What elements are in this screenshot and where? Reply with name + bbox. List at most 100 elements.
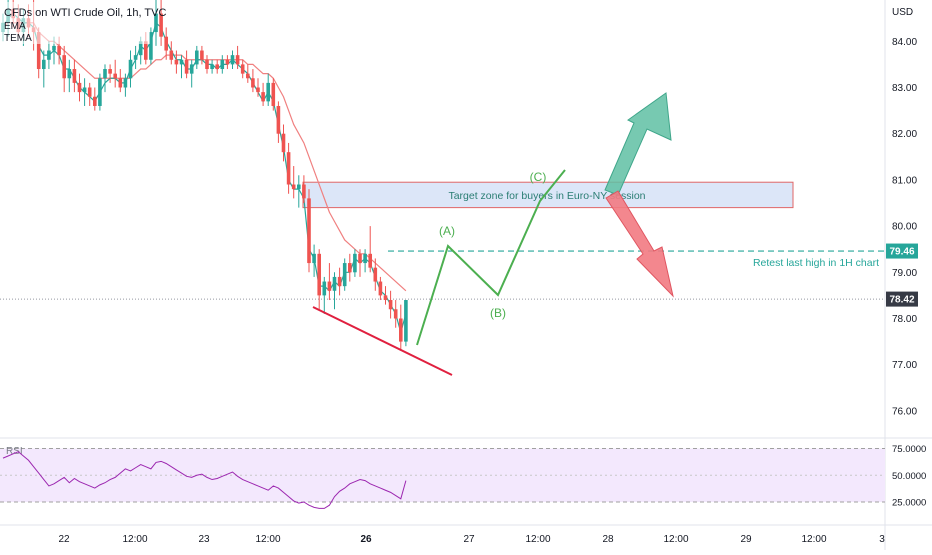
candle-body[interactable] bbox=[154, 13, 158, 33]
x-tick-label: 12:00 bbox=[525, 534, 550, 545]
candle-body[interactable] bbox=[358, 253, 362, 264]
candle-body[interactable] bbox=[98, 78, 102, 106]
candle-body[interactable] bbox=[327, 281, 332, 291]
candle-body[interactable] bbox=[169, 50, 174, 60]
y-tick-label: 84.00 bbox=[892, 37, 917, 48]
candle-body[interactable] bbox=[52, 45, 56, 51]
candle-body[interactable] bbox=[266, 82, 270, 102]
candle-body[interactable] bbox=[337, 276, 342, 287]
candle-body[interactable] bbox=[399, 318, 403, 342]
candle-body[interactable] bbox=[36, 32, 41, 70]
wave-a-label: (A) bbox=[439, 224, 455, 238]
candle-body[interactable] bbox=[128, 59, 133, 79]
candle-body[interactable] bbox=[200, 50, 204, 60]
candle-body[interactable] bbox=[363, 253, 367, 264]
candle-body[interactable] bbox=[353, 253, 357, 273]
candle-body[interactable] bbox=[317, 253, 321, 296]
candle-body[interactable] bbox=[368, 253, 372, 268]
candle-body[interactable] bbox=[307, 198, 311, 264]
candle-body[interactable] bbox=[393, 309, 398, 319]
candle-body[interactable] bbox=[87, 87, 92, 97]
candle-body[interactable] bbox=[67, 69, 72, 79]
candle-body[interactable] bbox=[322, 281, 327, 296]
candle-body[interactable] bbox=[286, 152, 291, 185]
candle-body[interactable] bbox=[159, 13, 163, 37]
candle-body[interactable] bbox=[276, 105, 281, 134]
candle-body[interactable] bbox=[348, 263, 352, 273]
wave-projection-path[interactable] bbox=[416, 169, 566, 346]
candle-body[interactable] bbox=[404, 300, 408, 342]
candle-body[interactable] bbox=[332, 276, 337, 291]
candle-body[interactable] bbox=[205, 59, 209, 70]
candle-body[interactable] bbox=[342, 263, 347, 287]
candle-body[interactable] bbox=[57, 45, 61, 56]
candle-body[interactable] bbox=[184, 59, 189, 74]
x-tick-label: 29 bbox=[740, 534, 752, 545]
candle-body[interactable] bbox=[225, 59, 230, 65]
candle-body[interactable] bbox=[82, 87, 87, 93]
candle-body[interactable] bbox=[378, 281, 383, 296]
candle-body[interactable] bbox=[210, 64, 214, 70]
candle-body[interactable] bbox=[215, 64, 219, 70]
candle-body[interactable] bbox=[246, 73, 250, 79]
candle-body[interactable] bbox=[388, 300, 393, 310]
bullish-arrow[interactable] bbox=[604, 92, 672, 196]
rsi-label: RSI bbox=[6, 446, 23, 457]
candle-body[interactable] bbox=[281, 133, 286, 153]
last-price-value: 78.42 bbox=[889, 295, 914, 306]
candle-body[interactable] bbox=[108, 69, 112, 74]
last-price-tag bbox=[886, 291, 918, 307]
candle-body[interactable] bbox=[179, 59, 184, 65]
x-tick-label: 12:00 bbox=[663, 534, 688, 545]
y-tick-label: 78.00 bbox=[892, 314, 917, 325]
candle-body[interactable] bbox=[240, 64, 245, 74]
candle-body[interactable] bbox=[72, 69, 77, 83]
candle-body[interactable] bbox=[118, 78, 123, 88]
candle-body[interactable] bbox=[256, 87, 260, 93]
candle-body[interactable] bbox=[144, 41, 148, 60]
y-tick-label: 77.00 bbox=[892, 360, 917, 371]
candle-body[interactable] bbox=[42, 59, 46, 70]
candle-body[interactable] bbox=[174, 59, 179, 65]
candle-body[interactable] bbox=[164, 36, 168, 51]
candle-body[interactable] bbox=[133, 55, 138, 60]
support-trendline[interactable] bbox=[312, 306, 453, 376]
candle-body[interactable] bbox=[302, 184, 306, 199]
candle-body[interactable] bbox=[291, 184, 296, 190]
price-pane[interactable] bbox=[0, 0, 885, 438]
bearish-arrow[interactable] bbox=[605, 190, 674, 298]
candle-body[interactable] bbox=[383, 295, 388, 301]
candle-body[interactable] bbox=[103, 69, 107, 79]
candle-body[interactable] bbox=[373, 267, 378, 282]
x-tick-label: 23 bbox=[198, 534, 210, 545]
candle-body[interactable] bbox=[261, 92, 265, 102]
candle-body[interactable] bbox=[297, 184, 301, 190]
candle-body[interactable] bbox=[77, 82, 82, 93]
legend-backdrop bbox=[0, 2, 150, 44]
candle-body[interactable] bbox=[123, 78, 128, 88]
symbol-title[interactable]: CFDs on WTI Crude Oil, 1h, TVC bbox=[4, 7, 166, 19]
candle-body[interactable] bbox=[220, 59, 225, 70]
candle-body[interactable] bbox=[93, 96, 97, 106]
candle-body[interactable] bbox=[189, 64, 194, 74]
candle-body[interactable] bbox=[47, 50, 51, 60]
tema-legend[interactable]: TEMA bbox=[4, 33, 32, 44]
candle-body[interactable] bbox=[235, 55, 240, 65]
candle-body[interactable] bbox=[312, 253, 316, 264]
target-zone[interactable] bbox=[302, 181, 794, 209]
candle-body[interactable] bbox=[149, 32, 153, 60]
candle-body[interactable] bbox=[62, 55, 66, 79]
rsi-line bbox=[2, 451, 407, 509]
ema-legend[interactable]: EMA bbox=[4, 21, 26, 32]
candle-body[interactable] bbox=[251, 78, 255, 88]
candle-body[interactable] bbox=[138, 41, 143, 56]
x-tick-label: 12:00 bbox=[255, 534, 280, 545]
candle-body[interactable] bbox=[113, 73, 117, 79]
candle-body[interactable] bbox=[195, 50, 199, 65]
y-tick-label: 83.00 bbox=[892, 83, 917, 94]
candle-body[interactable] bbox=[230, 55, 235, 65]
x-axis-ticks: 22 12:00 23 12:00 26 27 12:00 28 12:00 29 12:00 3 bbox=[58, 534, 885, 545]
wave-c-label: (C) bbox=[530, 170, 547, 184]
candle-body[interactable] bbox=[271, 82, 276, 106]
